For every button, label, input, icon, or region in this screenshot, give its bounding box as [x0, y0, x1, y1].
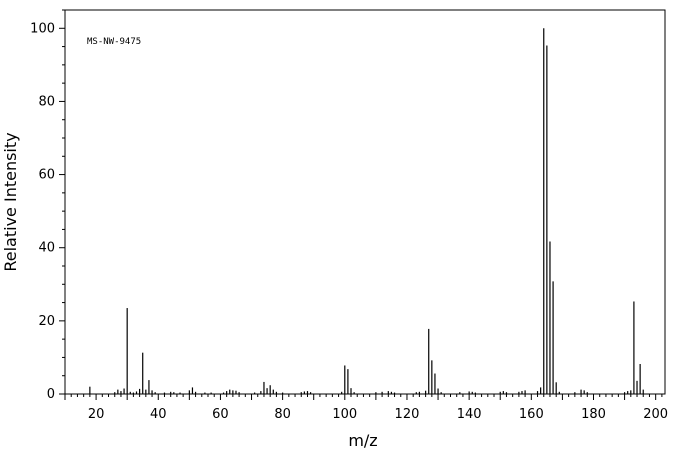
x-tick-label: 40	[150, 407, 167, 422]
x-tick-label: 80	[274, 407, 291, 422]
spectrum-id-annotation: MS-NW-9475	[87, 37, 141, 47]
x-tick-label: 180	[581, 407, 606, 422]
y-tick-label: 0	[47, 387, 55, 402]
y-tick-label: 20	[38, 314, 55, 329]
x-tick-label: 20	[88, 407, 105, 422]
x-tick-label: 140	[457, 407, 482, 422]
y-tick-label: 80	[38, 94, 55, 109]
y-tick-label: 100	[30, 21, 55, 36]
y-axis-title: Relative Intensity	[1, 132, 20, 271]
peak-bars	[89, 28, 644, 394]
x-tick-label: 200	[643, 407, 668, 422]
y-tick-label: 60	[38, 168, 55, 183]
plot-frame	[64, 9, 666, 395]
y-axis-ticks: 0 20 40 60 80 100	[30, 9, 65, 402]
x-tick-label: 160	[519, 407, 544, 422]
x-tick-label: 100	[332, 407, 357, 422]
x-tick-label: 60	[212, 407, 229, 422]
y-tick-label: 40	[38, 241, 55, 256]
x-axis-ticks: 20 40 60 80 100 120 140 160 180 200	[64, 394, 668, 422]
x-axis-title: m/z	[348, 431, 377, 450]
x-tick-label: 120	[395, 407, 420, 422]
